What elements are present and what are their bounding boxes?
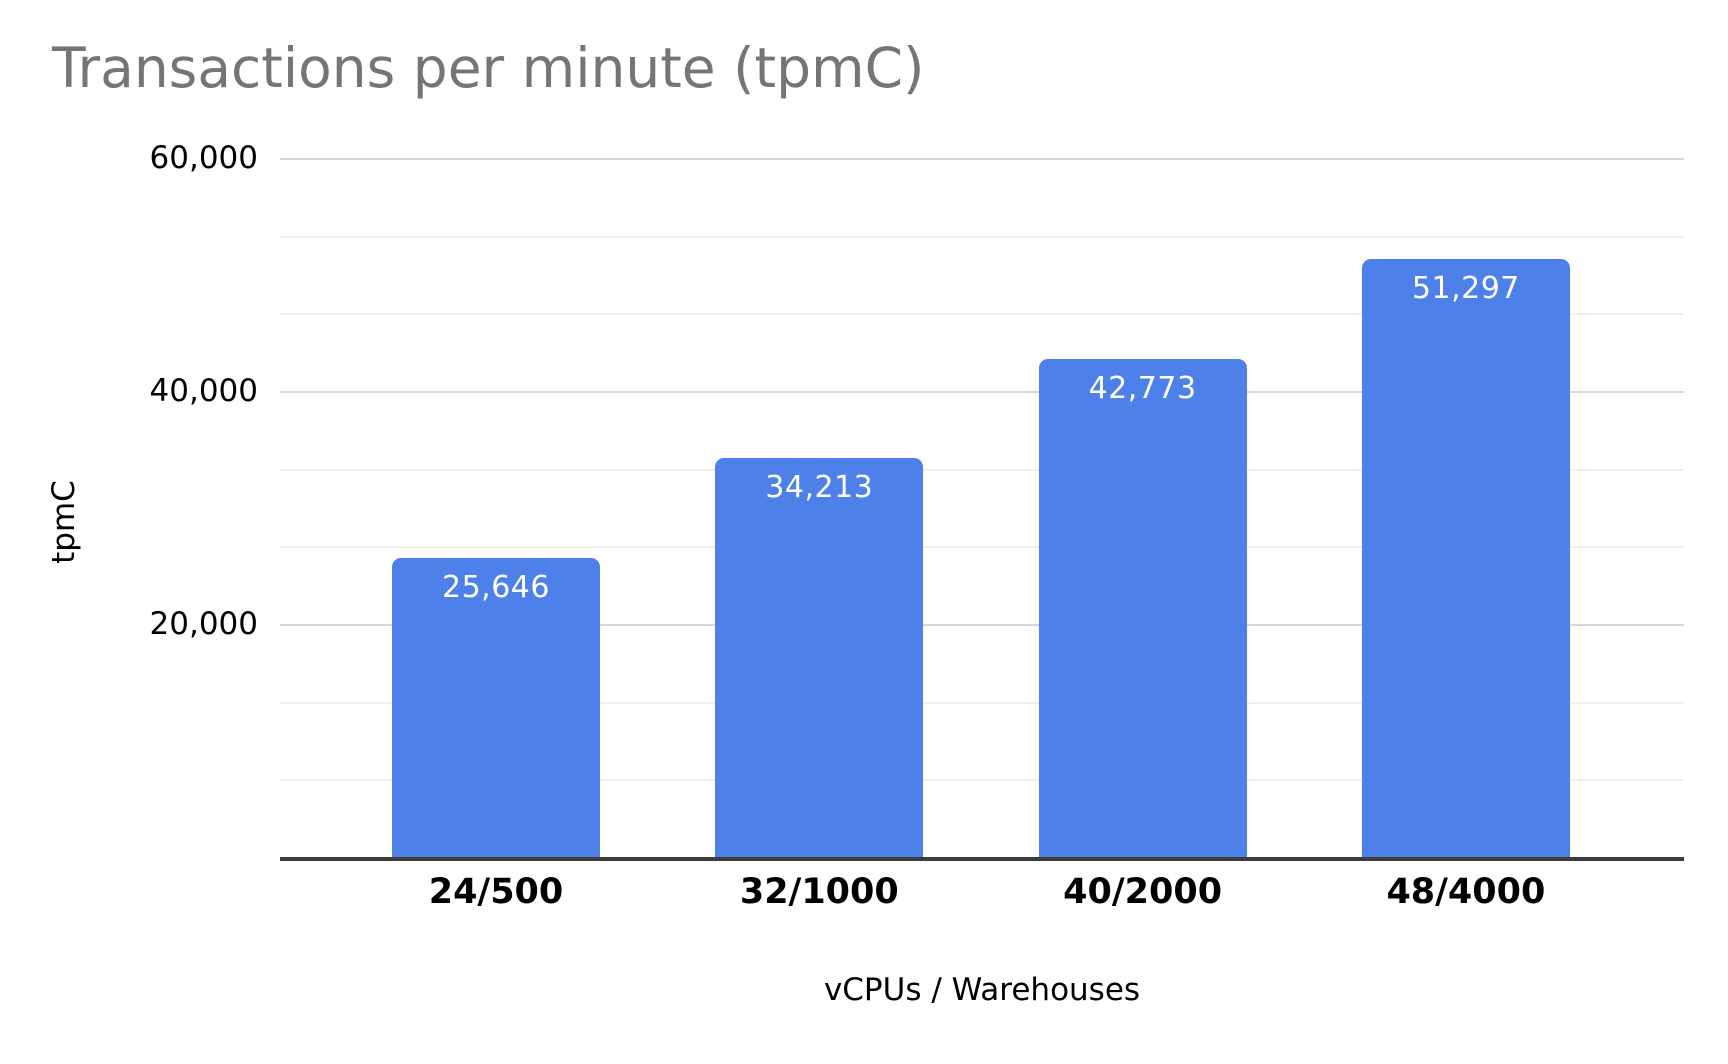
x-tick-label: 24/500 bbox=[428, 872, 564, 912]
bar: 25,646 bbox=[392, 558, 600, 857]
minor-gridline bbox=[280, 468, 1684, 471]
minor-gridline bbox=[280, 546, 1684, 549]
y-axis-title: tpmC bbox=[46, 480, 82, 564]
bar-value-label: 51,297 bbox=[1411, 271, 1520, 307]
x-axis-title: vCPUs / Warehouses bbox=[823, 972, 1141, 1008]
major-gridline bbox=[280, 391, 1684, 393]
x-tick-label: 40/2000 bbox=[1063, 872, 1223, 912]
minor-gridline bbox=[280, 701, 1684, 704]
minor-gridline bbox=[280, 779, 1684, 782]
plot-area: 25,646 34,213 42,773 51,297 bbox=[280, 158, 1684, 861]
major-gridline bbox=[280, 624, 1684, 626]
minor-gridline bbox=[280, 313, 1684, 316]
y-tick-label: 60,000 bbox=[149, 140, 258, 176]
bar-value-label: 42,773 bbox=[1088, 370, 1197, 406]
y-tick-label: 20,000 bbox=[149, 606, 258, 642]
bar: 42,773 bbox=[1038, 358, 1247, 857]
major-gridline bbox=[280, 158, 1684, 160]
chart-title: Transactions per minute (tpmC) bbox=[52, 36, 925, 100]
minor-gridline bbox=[280, 235, 1684, 238]
bar-value-label: 25,646 bbox=[442, 570, 550, 606]
x-tick-label: 32/1000 bbox=[739, 872, 899, 912]
x-tick-label: 48/4000 bbox=[1386, 872, 1546, 912]
bar: 34,213 bbox=[715, 458, 924, 857]
y-tick-label: 40,000 bbox=[149, 373, 258, 409]
bar-value-label: 34,213 bbox=[765, 470, 874, 506]
bar: 51,297 bbox=[1361, 259, 1570, 857]
